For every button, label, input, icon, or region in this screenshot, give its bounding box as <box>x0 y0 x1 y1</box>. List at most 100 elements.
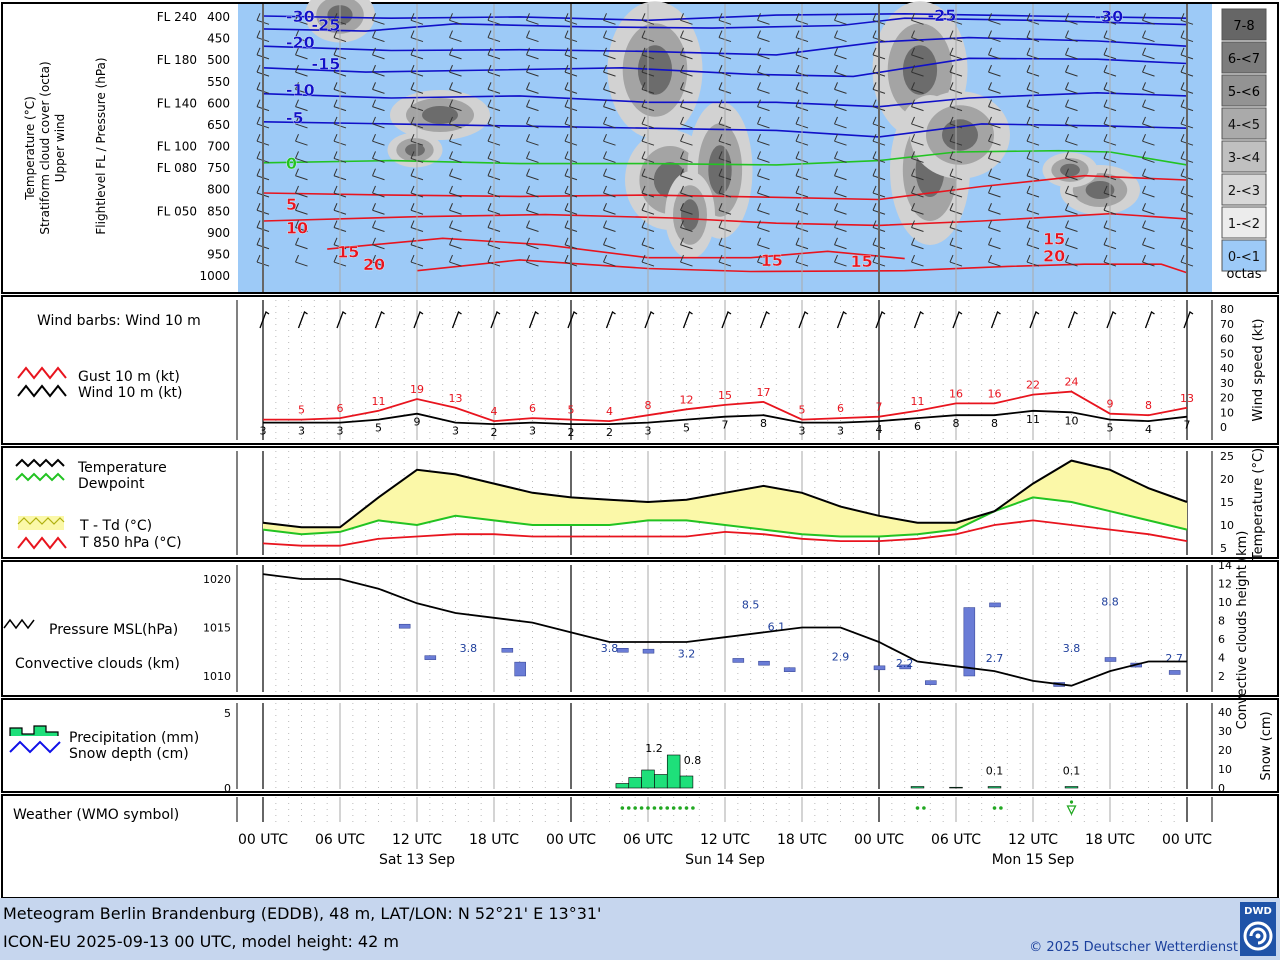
wind-barb <box>911 220 924 232</box>
wind-barb <box>526 82 539 94</box>
wind-barb <box>680 99 693 112</box>
wind-barb <box>449 13 462 25</box>
wind-barb <box>911 82 924 94</box>
temp-axis-label: Temperature (°C) <box>1251 448 1266 561</box>
wind-barb <box>834 99 847 112</box>
wind-barb <box>1142 116 1155 129</box>
wind-barb-10m <box>875 311 886 329</box>
conv-label: 8.5 <box>742 598 760 611</box>
wind-label: 4 <box>1145 423 1152 436</box>
wind-barb <box>680 116 693 129</box>
wind-barb <box>526 133 539 146</box>
conv-ytick: 14 <box>1218 559 1232 572</box>
wind-barb <box>757 133 770 146</box>
wind-barb-10m <box>528 311 539 329</box>
conv-axis-label: Convective clouds height (km) <box>1235 531 1250 730</box>
footer-copyright: © 2025 Deutscher Wetterdienst <box>1029 940 1238 955</box>
wind-barb <box>295 133 308 146</box>
wind-label: 8 <box>953 417 960 430</box>
wind-barb <box>603 237 616 250</box>
wind-ytick: 0 <box>1220 421 1227 434</box>
wind-barb <box>295 30 308 43</box>
wind-barb <box>1142 185 1155 198</box>
precip-legend-symbol <box>9 725 59 736</box>
gust-label: 16 <box>949 387 963 400</box>
legend-label: 2-<3 <box>1228 184 1260 199</box>
snow-legend-label: Snow depth (cm) <box>69 746 189 762</box>
conv-bar <box>617 648 629 653</box>
drizzle-symbol <box>671 806 676 810</box>
footer-station: Meteogram Berlin Brandenburg (EDDB), 48 … <box>3 904 602 923</box>
temp-ytick: 20 <box>1220 473 1234 486</box>
wind-ytick: 80 <box>1220 303 1234 316</box>
wind-barb <box>757 254 770 267</box>
drizzle-symbol <box>652 806 657 810</box>
conv-bar <box>1168 670 1181 675</box>
precip-label: 0.1 <box>1063 765 1081 778</box>
dewpoint-line <box>262 496 1188 538</box>
legend-swatch <box>1221 74 1267 107</box>
dwd-logo-text: DWD <box>1244 906 1272 917</box>
drizzle-symbol <box>646 806 650 810</box>
isotherm-label: 0 <box>286 154 297 173</box>
wind-barb <box>449 47 462 60</box>
wind-barb <box>911 64 924 77</box>
wind-barb <box>1065 185 1078 198</box>
wind-barb <box>680 13 693 25</box>
snow-legend-line <box>9 740 61 754</box>
wind-barb <box>911 133 924 146</box>
shower-symbol <box>1066 805 1077 816</box>
wind-label: 3 <box>837 425 844 438</box>
wind-barb <box>988 82 1001 94</box>
wind-barb <box>372 203 385 215</box>
time-tick: 06 UTC <box>315 832 365 848</box>
day-label: Mon 15 Sep <box>992 852 1075 868</box>
wind-barb <box>603 254 616 267</box>
wind-barb <box>680 220 693 232</box>
wind-barb <box>680 203 693 215</box>
wind-barb <box>680 133 693 146</box>
wind-barb <box>1142 82 1155 94</box>
wind-barb <box>449 237 462 250</box>
wind-barb <box>526 99 539 112</box>
gust-label: 19 <box>410 383 424 396</box>
wind-barb <box>1142 99 1155 112</box>
wind-barb-10m <box>413 311 424 329</box>
drizzle-symbol <box>639 806 644 810</box>
wind-barb <box>834 185 847 198</box>
wind-barb <box>526 220 539 232</box>
conv-label: 2.2 <box>896 657 914 670</box>
legend-label: 1-<2 <box>1228 217 1260 232</box>
precip-grid <box>236 703 1213 789</box>
wind-barb <box>680 47 693 60</box>
wind-barb <box>603 30 616 43</box>
wind-barb <box>911 30 924 43</box>
cloud-dark <box>1060 163 1080 177</box>
gust-label: 12 <box>680 393 694 406</box>
wind-barb-10m <box>798 311 809 329</box>
frame-temp <box>1 446 1279 559</box>
wind-barb <box>372 116 385 129</box>
legend-label: 5-<6 <box>1228 85 1260 100</box>
wind-barb <box>372 82 385 94</box>
frame-upper <box>1 2 1279 294</box>
wind-barb <box>988 168 1001 181</box>
wind-barb <box>449 220 462 232</box>
conv-axis-label-2: Convective clouds height (km) <box>1260 622 1263 638</box>
isotherm-line <box>262 149 1188 166</box>
wind-barb <box>680 185 693 198</box>
conv-bar <box>1104 657 1117 662</box>
wind-barb <box>372 13 385 25</box>
temperature-line <box>262 459 1188 529</box>
spread-legend-label: T - Td (°C) <box>79 518 152 534</box>
wind-barb <box>1142 133 1155 146</box>
wind-barb <box>372 64 385 77</box>
cloud-dark <box>405 143 425 157</box>
wind-barb <box>834 82 847 94</box>
conv-ytick: 6 <box>1218 633 1225 646</box>
fl-label: FL 140 <box>157 96 197 110</box>
isotherm-label: -25 <box>312 16 341 35</box>
wind-barb-10m <box>374 311 385 329</box>
isotherm-line <box>262 12 1188 22</box>
